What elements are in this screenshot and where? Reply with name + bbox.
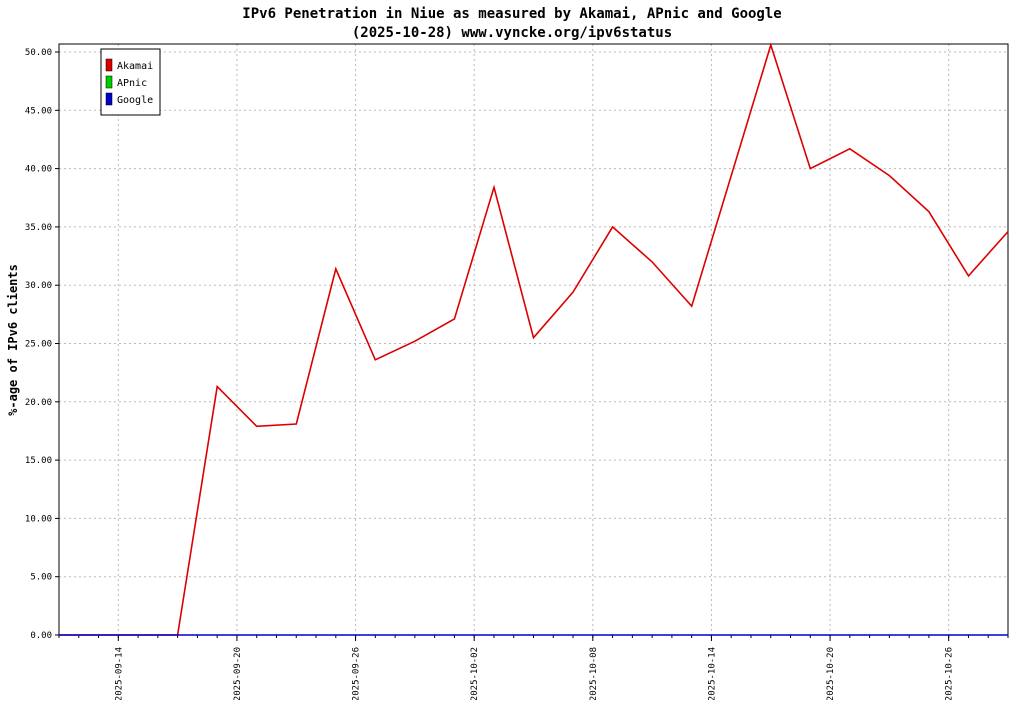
legend-label-akamai: Akamai (117, 61, 153, 72)
legend-swatch-akamai (105, 58, 113, 72)
legend-swatch-apnic (105, 75, 113, 89)
y-tick-label: 20.00 (25, 398, 52, 408)
y-tick-label: 10.00 (25, 514, 52, 524)
legend-label-google: Google (117, 95, 153, 106)
x-tick-label: 2025-10-14 (707, 647, 717, 700)
y-axis-label: %-age of IPv6 clients (6, 264, 20, 416)
series-lines (59, 42, 1009, 636)
gridlines (59, 44, 1008, 636)
x-tick-label: 2025-09-26 (352, 647, 362, 700)
x-tick-label: 2025-10-20 (826, 647, 836, 700)
y-tick-label: 35.00 (25, 223, 52, 233)
y-tick-label: 45.00 (25, 106, 52, 116)
y-axis-ticks: 0.00 5.00 10.00 15.00 20.00 25.00 30.00 35.00 40… (25, 48, 59, 641)
series-line-akamai (59, 42, 1009, 636)
x-tick-label: 2025-09-20 (233, 647, 243, 700)
legend: Akamai APnic Google (100, 48, 161, 116)
x-tick-label: 2025-10-08 (589, 647, 599, 700)
y-tick-label: 50.00 (25, 48, 52, 58)
y-tick-label: 30.00 (25, 281, 52, 291)
y-tick-label: 25.00 (25, 340, 52, 350)
y-tick-label: 0.00 (30, 631, 52, 641)
chart-title: IPv6 Penetration in Niue as measured by … (242, 6, 781, 22)
legend-swatch-google (105, 92, 113, 106)
x-tick-label: 2025-10-02 (470, 647, 480, 700)
x-axis-ticks: 2025-09-14 2025-09-20 2025-09-26 2025-10-02… (58, 635, 1009, 701)
x-tick-label: 2025-09-14 (114, 647, 124, 700)
y-tick-label: 15.00 (25, 456, 52, 466)
chart-subtitle: (2025-10-28) www.vyncke.org/ipv6status (352, 25, 672, 41)
legend-label-apnic: APnic (117, 78, 147, 89)
y-tick-label: 40.00 (25, 165, 52, 175)
y-tick-label: 5.00 (30, 573, 52, 583)
x-tick-label: 2025-10-26 (945, 647, 955, 700)
plot-frame (58, 43, 1009, 636)
